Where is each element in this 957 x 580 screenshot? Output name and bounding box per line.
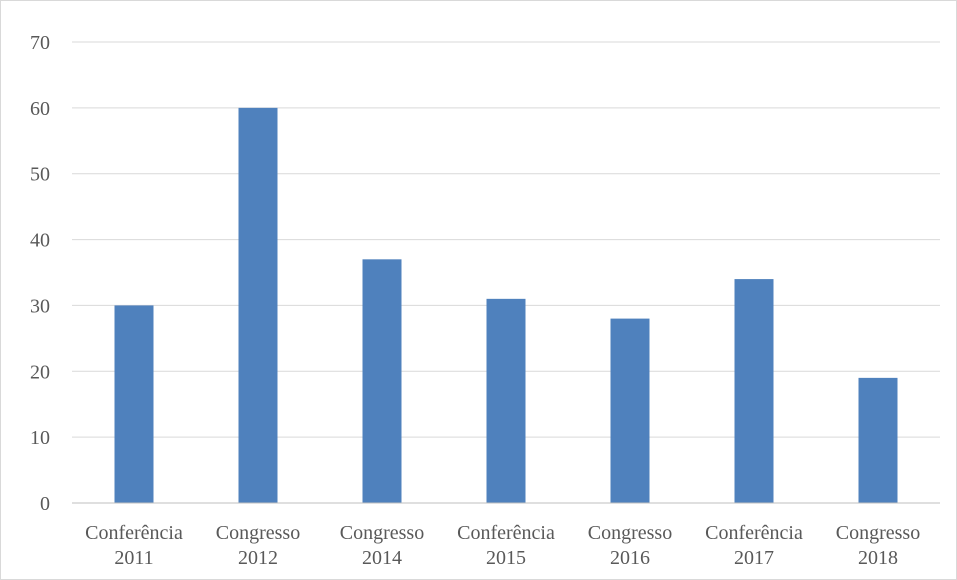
bars (114, 107, 898, 503)
bar (734, 279, 774, 503)
x-category-label: Conferência 2015 (457, 522, 555, 569)
x-category-label-line: Conferência (85, 522, 183, 544)
x-category-label: Congresso 2018 (836, 522, 920, 569)
bar (610, 318, 650, 503)
y-tick-label: 70 (30, 32, 50, 54)
x-category-label-line: Congresso (216, 522, 300, 544)
y-tick-label: 40 (30, 230, 50, 252)
y-axis-tick-labels: 0 10 20 30 40 50 60 70 (30, 32, 50, 515)
x-category-label-line: 2016 (610, 547, 650, 569)
y-tick-label: 20 (30, 361, 50, 383)
x-category-label-line: Congresso (588, 522, 672, 544)
y-tick-label: 60 (30, 98, 50, 120)
bar (858, 377, 898, 503)
y-tick-label: 0 (40, 493, 50, 515)
bar (114, 305, 154, 503)
x-category-label-line: Conferência (457, 522, 555, 544)
y-tick-label: 10 (30, 427, 50, 449)
x-category-label: Congresso 2016 (588, 522, 672, 569)
bar (238, 107, 278, 503)
bar (362, 259, 402, 503)
x-category-label: Congresso 2014 (340, 522, 424, 569)
x-category-label: Conferência 2011 (85, 522, 183, 569)
bar (486, 298, 526, 503)
x-category-label: Conferência 2017 (705, 522, 803, 569)
x-category-label-line: 2017 (734, 547, 774, 569)
gridlines (72, 41, 940, 438)
x-category-label-line: Congresso (340, 522, 424, 544)
x-category-label-line: 2011 (114, 547, 153, 569)
x-category-label: Congresso 2012 (216, 522, 300, 569)
x-category-label-line: Congresso (836, 522, 920, 544)
x-category-label-line: 2014 (362, 547, 402, 569)
y-tick-label: 50 (30, 164, 50, 186)
x-category-label-line: Conferência (705, 522, 803, 544)
x-category-label-line: 2012 (238, 547, 278, 569)
x-category-label-line: 2015 (486, 547, 526, 569)
y-tick-label: 30 (30, 295, 50, 317)
x-axis-category-labels: Conferência 2011 Congresso 2012 Congresso 201… (85, 522, 920, 569)
x-category-label-line: 2018 (858, 547, 898, 569)
